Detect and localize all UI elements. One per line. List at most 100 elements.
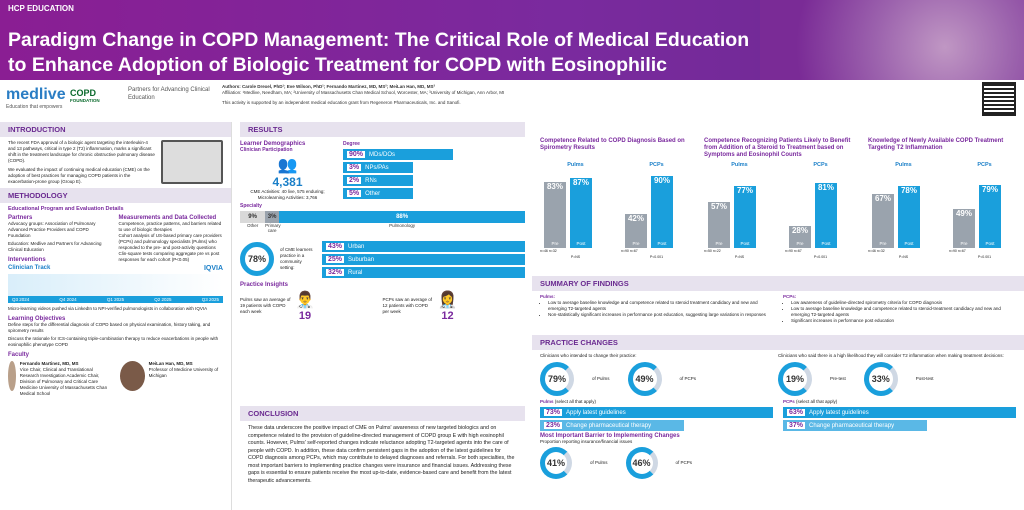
- iqvia-logo: IQVIA: [203, 265, 223, 272]
- people-icon: 👥: [277, 157, 298, 174]
- practice-bar: 37% Change pharmaceutical therapy: [783, 420, 928, 431]
- bar-label: Pre: [879, 241, 887, 246]
- practice-bar: 73% Apply latest guidelines: [540, 407, 773, 418]
- bar-pre: 67%: [872, 194, 894, 248]
- of-pulms: of Pulms: [590, 460, 608, 465]
- practice-bar: 63% Apply latest guidelines: [783, 407, 1016, 418]
- cme-activities: CME Activities: 40 live, 575 enduring; M…: [250, 189, 325, 200]
- setting-row: 43% Urban: [322, 241, 525, 252]
- chart-group: Pulms 83% Pre 87% Post n=46 n=32 P=NS: [540, 162, 611, 267]
- laptop-image: [161, 140, 223, 184]
- qr-code[interactable]: [982, 82, 1016, 116]
- degree-pct: 2%: [347, 177, 362, 184]
- chart: Competence Recognizing Patients Likely t…: [704, 138, 856, 278]
- n-values: n=46 n=32: [868, 249, 885, 253]
- setting-label: Urban: [348, 243, 365, 250]
- objective-1: Define steps for the differential diagno…: [8, 322, 211, 333]
- group-name: Pulms: [567, 162, 584, 168]
- summary-item: Low awareness of guideline-directed spir…: [791, 300, 1016, 306]
- practice-bar: 23% Change pharmaceutical therapy: [540, 420, 685, 431]
- specialty-heading: Specialty: [240, 203, 262, 209]
- intend-pcps-donut: 49%: [627, 362, 662, 396]
- of-pulms: of Pulms: [592, 376, 610, 381]
- interventions-label: Interventions: [8, 257, 46, 263]
- practice-pulms-heading: Pulms: [540, 399, 554, 404]
- practice-pct: 63%: [787, 409, 806, 416]
- pcps-count: 12: [441, 310, 454, 322]
- summary-item: Low to average baseline knowledge and co…: [548, 300, 773, 312]
- authors: Authors: Carole Drexel, PhD¹; Eve Wilson…: [222, 84, 505, 105]
- bar-area: 28% Pre 81% Post: [785, 168, 856, 248]
- chart: Competence Related to COPD Diagnosis Bas…: [540, 138, 692, 278]
- bar-pre: 42%: [625, 214, 647, 248]
- practice-pcps-heading: PCPs: [783, 399, 795, 404]
- intro-p1: The recent FDA approval of a biologic ag…: [8, 140, 155, 163]
- bar-post: 77%: [734, 186, 756, 248]
- bar-area: 57% Pre 77% Post: [704, 168, 775, 248]
- p-value: P<0.001: [977, 255, 992, 259]
- faculty-2-role: Professor of Medicine University of Mich…: [148, 367, 219, 378]
- n-values: n=90 n=67: [621, 249, 638, 253]
- practice-label: Change pharmaceutical therapy: [809, 422, 895, 429]
- setting-label: Rural: [348, 269, 363, 276]
- partners-label: Partners: [8, 215, 33, 221]
- advocacy-text: Advocacy groups: Association of Pulmonar…: [8, 221, 96, 238]
- setting-row: 25% Suburban: [322, 254, 525, 265]
- barrier-pcps-donut: 46%: [625, 447, 658, 479]
- bar-post: 90%: [651, 176, 673, 248]
- practice-label: Apply latest guidelines: [809, 409, 869, 416]
- degree-row: 3% NPs/PAs: [343, 162, 413, 173]
- practice-label: Apply latest guidelines: [566, 409, 626, 416]
- faculty-1-name: Fernando Martinez, MD, MS: [19, 361, 79, 366]
- summary-pulms-heading: Pulms:: [540, 294, 556, 299]
- summary-heading: SUMMARY OF FINDINGS: [532, 276, 1024, 291]
- chart-group: PCPs 28% Pre 81% Post n=90 n=67 P<0.001: [785, 162, 856, 267]
- degree-row: 5% Other: [343, 188, 413, 199]
- participation-label: Clinician Participation: [240, 147, 293, 153]
- group-name: PCPs: [813, 162, 828, 168]
- bar-pre: 83%: [544, 181, 566, 248]
- specialty-label: Other: [246, 223, 259, 228]
- faculty-photo-1: [8, 361, 16, 391]
- posttest-donut: 33%: [863, 362, 898, 396]
- education-text: Education: Medlive and Partners for Adva…: [8, 241, 102, 252]
- timeline-label: Q4 2024: [59, 297, 77, 302]
- timeline-label: Q3 2025: [201, 297, 219, 302]
- bar-area: 67% Pre 78% Post: [868, 168, 939, 248]
- t2-label: Clinicians who said there is a high like…: [778, 353, 1004, 358]
- medlive-logo: medlive Education that empowers: [6, 86, 66, 110]
- chart-group: PCPs 49% Pre 79% Post n=90 n=67 P<0.001: [949, 162, 1020, 267]
- n-values: n=90 n=67: [785, 249, 802, 253]
- chart-group: Pulms 67% Pre 78% Post n=46 n=32 P=NS: [868, 162, 939, 267]
- pace-logo: Partners for Advancing Clinical Educatio…: [128, 87, 210, 101]
- degree-heading: Degree: [343, 141, 360, 147]
- n-values: n=50 n=22: [704, 249, 721, 253]
- bar-post: 81%: [815, 183, 837, 248]
- bar-area: 83% Pre 87% Post: [540, 168, 611, 248]
- bar-post: 79%: [979, 184, 1001, 248]
- bar-area: 49% Pre 79% Post: [949, 168, 1020, 248]
- bar-label: Post: [576, 241, 586, 246]
- results-section: RESULTS Learner Demographics Clinician P…: [240, 122, 525, 322]
- specialty-segment: 9%: [240, 211, 266, 223]
- intro-p2: We evaluated the impact of continuing me…: [8, 167, 150, 184]
- setting-pct: 43%: [326, 243, 345, 250]
- group-name: Pulms: [895, 162, 912, 168]
- degree-label: RNs: [365, 177, 377, 184]
- charts-area: Competence Related to COPD Diagnosis Bas…: [540, 138, 1020, 278]
- method-heading: METHODOLOGY: [0, 188, 231, 203]
- p-value: P=NS: [898, 255, 909, 259]
- pulms-count: 19: [298, 310, 312, 322]
- bar-label: Pre: [796, 241, 804, 246]
- measure-label: Measurements and Data Collected: [118, 215, 217, 221]
- specialty-label: Primary care: [265, 223, 281, 233]
- practice-pct: 37%: [787, 422, 806, 429]
- group-name: PCPs: [649, 162, 664, 168]
- summary-section: SUMMARY OF FINDINGS Pulms:Low to average…: [532, 276, 1024, 327]
- barrier-sub: Proportion reporting insurance/financial…: [540, 439, 633, 444]
- bar-label: Pre: [715, 241, 723, 246]
- setting-label: Suburban: [348, 256, 375, 263]
- setting-row: 32% Rural: [322, 267, 525, 278]
- specialty-labels: Other Primary care Pulmonology: [240, 223, 525, 233]
- conclusion-text: These data underscore the positive impac…: [248, 425, 515, 484]
